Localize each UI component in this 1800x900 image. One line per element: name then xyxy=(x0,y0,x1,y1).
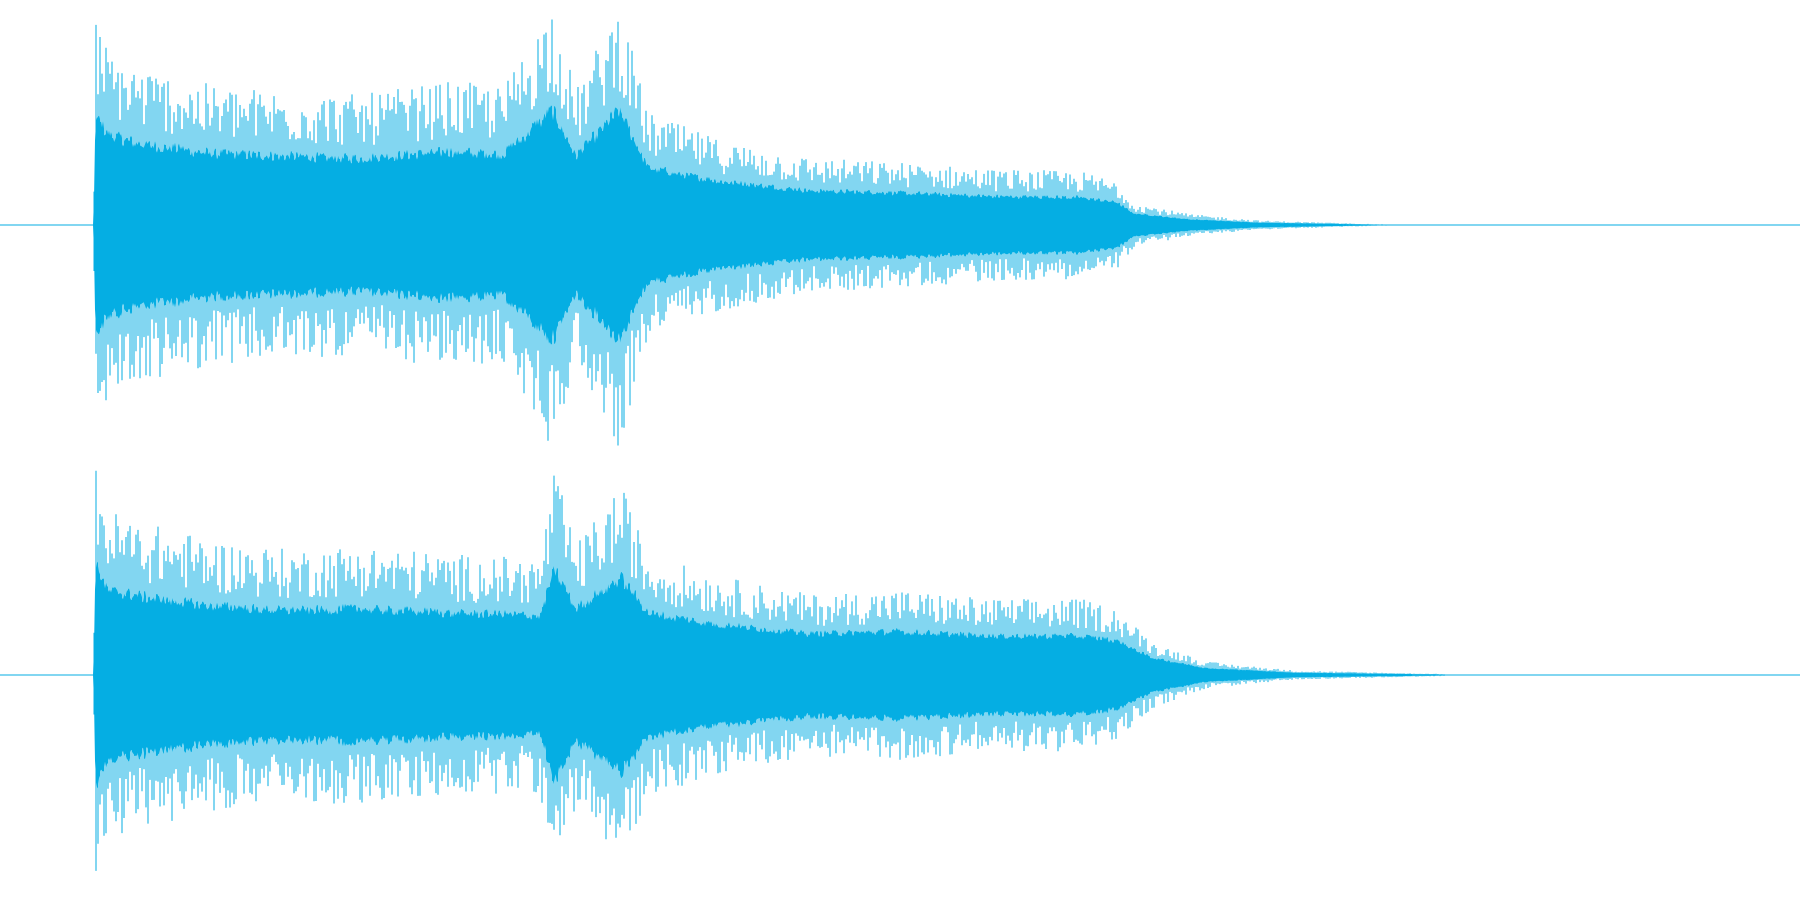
waveform-peaks xyxy=(93,470,1455,871)
channel-left-waveform xyxy=(0,19,1800,446)
channel-right-waveform xyxy=(0,470,1800,871)
waveform-peaks xyxy=(93,19,1397,446)
